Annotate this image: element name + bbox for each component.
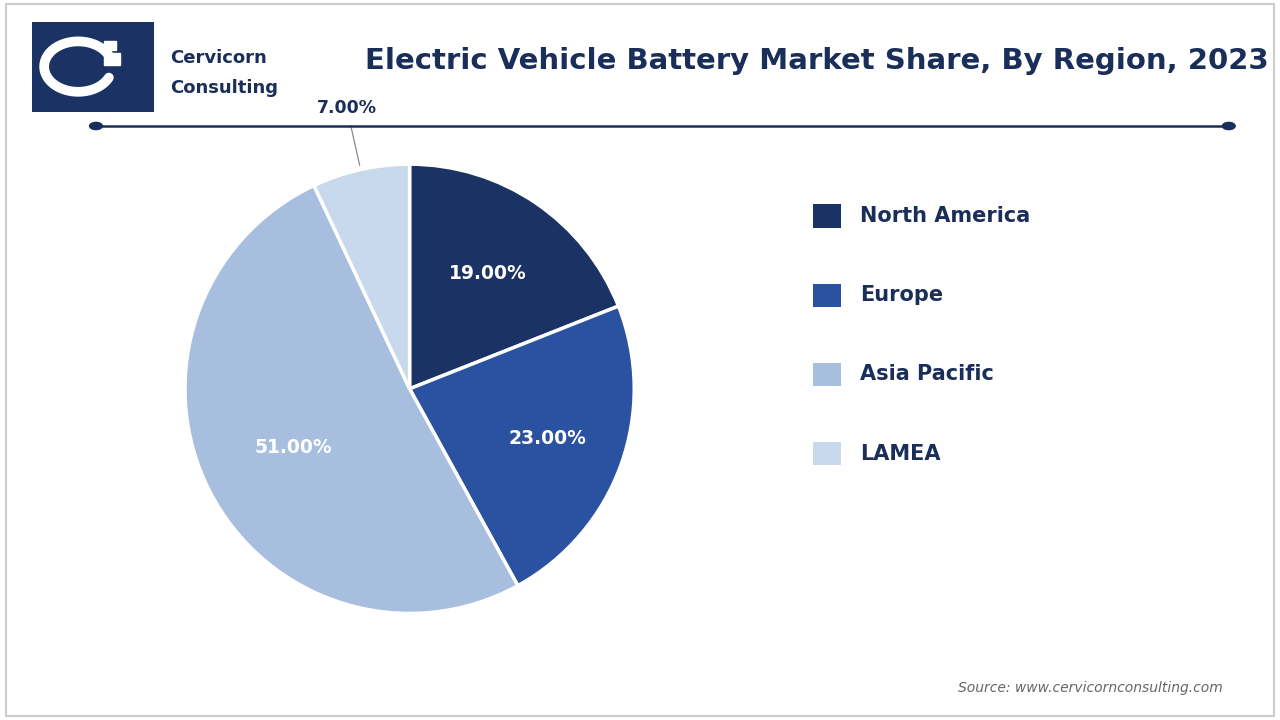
Text: North America: North America [860, 206, 1030, 226]
Text: 51.00%: 51.00% [255, 438, 333, 457]
FancyBboxPatch shape [26, 17, 160, 116]
Wedge shape [410, 306, 634, 585]
Bar [104, 53, 119, 65]
Text: 7.00%: 7.00% [317, 99, 376, 117]
Wedge shape [314, 164, 410, 389]
Text: 19.00%: 19.00% [449, 264, 527, 283]
Wedge shape [186, 186, 518, 613]
Wedge shape [410, 164, 618, 389]
Text: Electric Vehicle Battery Market Share, By Region, 2023 (%): Electric Vehicle Battery Market Share, B… [365, 47, 1280, 75]
Text: Source: www.cervicornconsulting.com: Source: www.cervicornconsulting.com [957, 681, 1222, 695]
Text: Consulting: Consulting [170, 79, 278, 97]
Text: 23.00%: 23.00% [508, 429, 586, 448]
Text: LAMEA: LAMEA [860, 444, 941, 464]
Text: Cervicorn: Cervicorn [170, 49, 268, 67]
Text: Europe: Europe [860, 285, 943, 305]
Text: Asia Pacific: Asia Pacific [860, 364, 995, 384]
Bar [104, 41, 116, 50]
